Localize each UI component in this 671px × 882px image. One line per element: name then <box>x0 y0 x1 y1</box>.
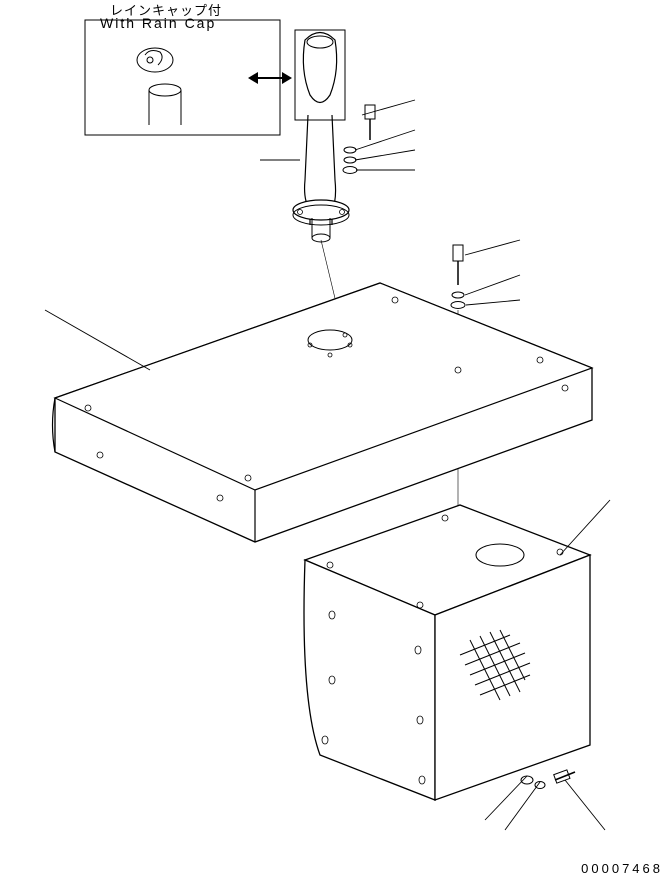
inset-pipe <box>149 84 181 125</box>
bolt-stack-2 <box>451 245 465 309</box>
en-caption: With Rain Cap <box>100 15 216 31</box>
engine-cover <box>304 505 590 800</box>
part-number: 00007468 <box>581 861 663 876</box>
exhaust-pipe <box>293 30 349 242</box>
parts-diagram <box>0 0 671 882</box>
inset-rain-cap <box>137 48 173 72</box>
bolt-stack-1 <box>343 105 375 174</box>
bidir-arrow <box>248 72 292 84</box>
bolt-stack-3 <box>521 770 575 789</box>
hood-panel <box>53 283 593 542</box>
